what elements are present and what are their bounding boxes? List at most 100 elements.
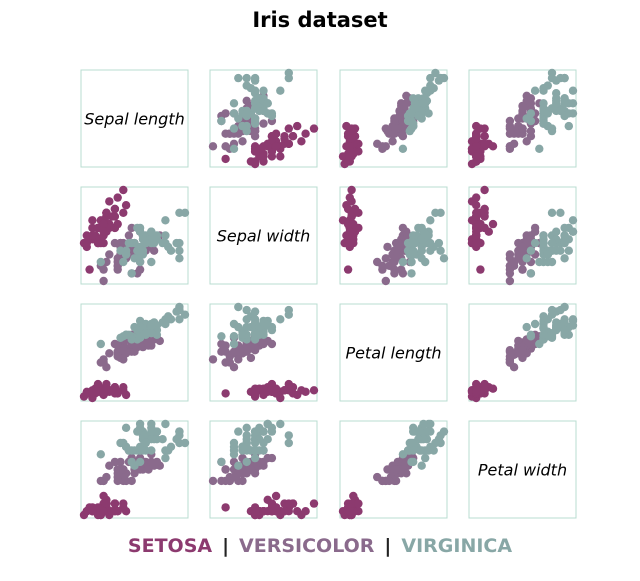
point-setosa	[221, 503, 230, 512]
point-versicolor	[99, 276, 108, 286]
point-setosa	[99, 227, 108, 236]
point-versicolor	[133, 342, 142, 352]
point-setosa	[88, 216, 97, 225]
point-virginica	[522, 254, 531, 263]
point-virginica	[141, 329, 150, 338]
point-setosa	[119, 185, 128, 195]
point-virginica	[568, 315, 578, 324]
point-versicolor	[395, 111, 404, 121]
point-setosa	[476, 265, 485, 274]
legend-entry-versicolor: VERSICOLOR	[239, 535, 375, 557]
point-virginica	[409, 119, 418, 128]
point-virginica	[419, 99, 428, 108]
point-virginica	[250, 330, 260, 339]
point-virginica	[135, 257, 145, 267]
point-virginica	[229, 339, 239, 349]
point-virginica	[560, 302, 569, 312]
point-setosa	[301, 387, 310, 396]
point-setosa	[345, 507, 354, 516]
point-versicolor	[373, 257, 382, 267]
point-virginica	[530, 319, 540, 329]
point-versicolor	[238, 137, 247, 146]
point-virginica	[568, 321, 578, 330]
point-setosa	[284, 499, 293, 508]
point-virginica	[166, 246, 176, 255]
point-versicolor	[509, 257, 519, 267]
panel-3-3: Petal width	[468, 420, 577, 519]
point-setosa	[93, 238, 103, 248]
point-virginica	[263, 99, 272, 108]
point-versicolor	[509, 139, 519, 148]
point-virginica	[263, 435, 272, 444]
point-setosa	[476, 238, 485, 248]
point-virginica	[568, 216, 578, 225]
point-virginica	[234, 461, 243, 470]
point-virginica	[250, 453, 260, 463]
point-versicolor	[110, 457, 120, 467]
point-virginica	[161, 319, 170, 329]
point-virginica	[409, 446, 418, 455]
panel-1-0	[79, 185, 190, 286]
point-virginica	[526, 269, 536, 278]
point-virginica	[250, 427, 260, 436]
point-virginica	[124, 238, 134, 248]
point-versicolor	[221, 341, 230, 350]
point-virginica	[530, 238, 540, 248]
point-setosa	[343, 265, 353, 274]
point-virginica	[539, 238, 548, 248]
point-versicolor	[381, 276, 390, 286]
point-versicolor	[208, 142, 218, 151]
point-virginica	[439, 427, 449, 436]
point-virginica	[410, 438, 420, 448]
point-versicolor	[402, 99, 411, 108]
point-setosa	[280, 386, 289, 395]
point-setosa	[345, 152, 354, 161]
point-virginica	[242, 322, 251, 332]
point-virginica	[556, 208, 565, 217]
point-versicolor	[391, 465, 401, 474]
point-virginica	[409, 457, 418, 467]
point-virginica	[133, 223, 142, 233]
panel-2-1	[208, 302, 319, 403]
point-virginica	[547, 310, 557, 319]
panel-2-3	[467, 302, 578, 403]
point-virginica	[259, 86, 268, 95]
point-virginica	[229, 124, 239, 133]
point-virginica	[229, 144, 239, 153]
legend-entry-setosa: SETOSA	[127, 535, 213, 557]
point-virginica	[431, 438, 440, 448]
point-versicolor	[518, 265, 527, 274]
point-versicolor	[221, 465, 230, 474]
point-virginica	[547, 68, 557, 78]
point-setosa	[488, 384, 498, 393]
point-setosa	[480, 132, 489, 141]
point-virginica	[560, 238, 569, 248]
panel-frame	[468, 69, 577, 168]
point-setosa	[271, 142, 281, 151]
point-virginica	[284, 438, 293, 448]
point-virginica	[242, 73, 251, 83]
point-versicolor	[397, 265, 406, 274]
point-versicolor	[388, 137, 397, 146]
variable-label: Sepal width	[217, 227, 311, 246]
legend-entry-virginica: VIRGINICA	[401, 535, 513, 557]
point-setosa	[472, 387, 481, 396]
point-setosa	[345, 193, 354, 202]
point-virginica	[234, 302, 243, 312]
point-virginica	[147, 419, 156, 429]
point-setosa	[472, 193, 481, 202]
point-setosa	[221, 154, 230, 164]
point-virginica	[560, 325, 569, 335]
point-virginica	[410, 104, 420, 113]
point-virginica	[147, 227, 156, 236]
point-virginica	[119, 257, 128, 267]
panel-2-2: Petal length	[339, 303, 448, 402]
point-versicolor	[526, 132, 536, 141]
point-virginica	[238, 121, 247, 131]
point-setosa	[119, 208, 128, 217]
panel-frame	[80, 69, 189, 168]
point-setosa	[297, 137, 306, 146]
point-setosa	[280, 507, 289, 516]
point-virginica	[217, 457, 226, 467]
panel-frame	[468, 303, 577, 402]
